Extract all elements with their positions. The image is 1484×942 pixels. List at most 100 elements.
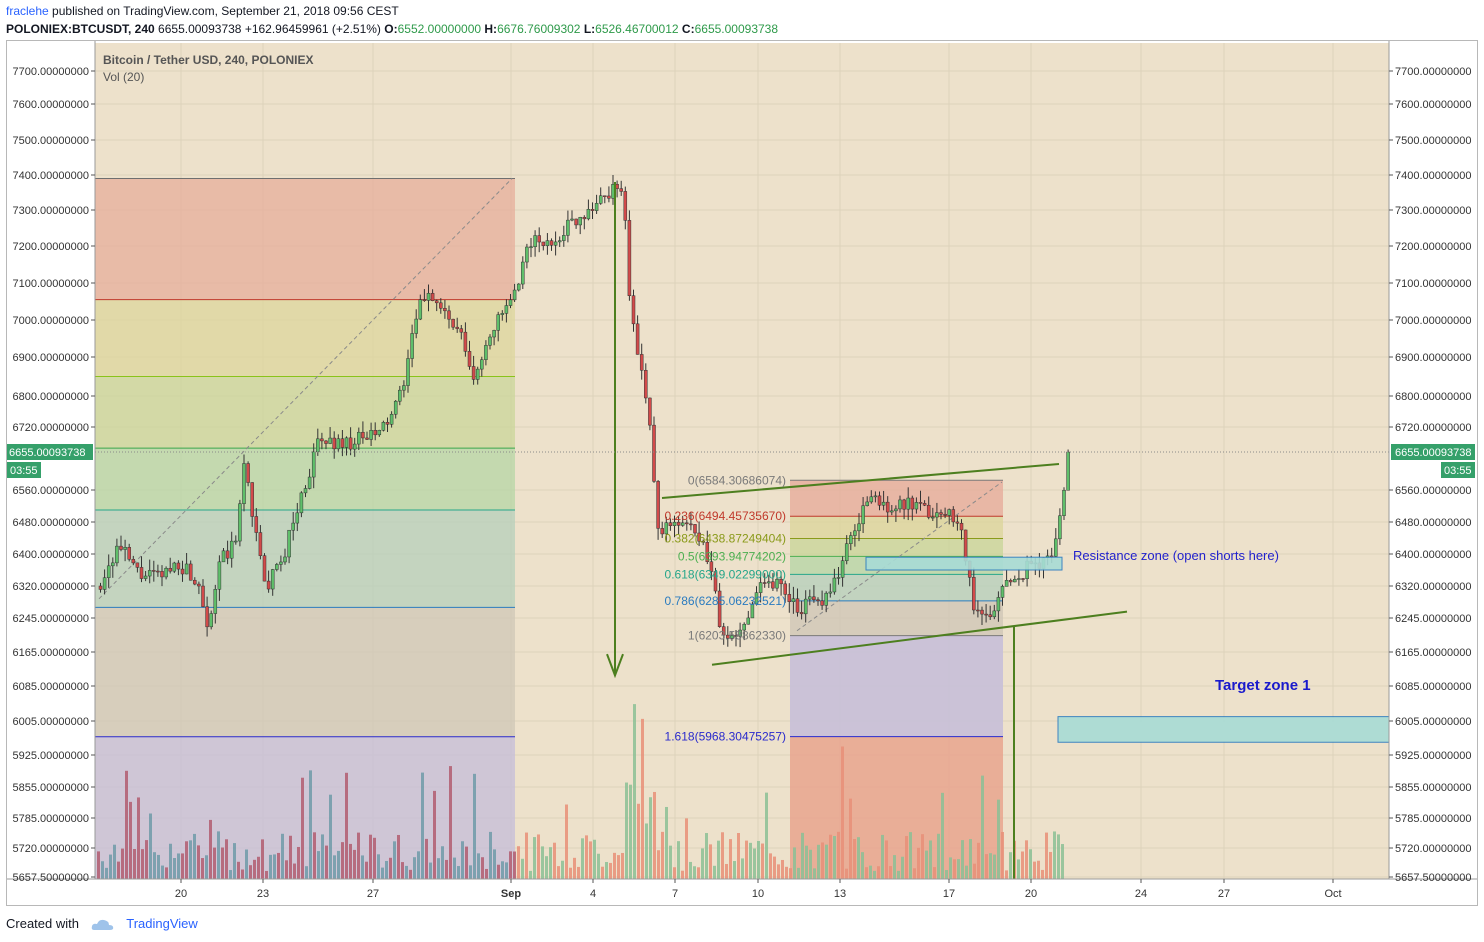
candle-body bbox=[180, 568, 185, 575]
volume-bar bbox=[1017, 859, 1020, 879]
left-countdown-badge bbox=[7, 462, 41, 478]
volume-bar bbox=[777, 864, 780, 879]
candle-body bbox=[217, 561, 222, 590]
volume-bar bbox=[577, 866, 580, 879]
volume-bar bbox=[861, 852, 864, 879]
volume-bar bbox=[825, 844, 828, 879]
left-price-tick-label: 7000.00000000 bbox=[13, 315, 89, 327]
candle-body bbox=[857, 523, 861, 532]
x-tick-label: 27 bbox=[367, 888, 379, 900]
candle-body bbox=[931, 516, 935, 519]
candle-body bbox=[496, 314, 500, 331]
volume-bar bbox=[613, 852, 616, 879]
volume-bar bbox=[1053, 831, 1056, 879]
volume-bar bbox=[957, 859, 960, 879]
volume-bar bbox=[741, 858, 744, 879]
volume-bar bbox=[981, 775, 984, 879]
candle-body bbox=[139, 567, 144, 579]
volume-bar bbox=[321, 834, 324, 879]
volume-bar bbox=[625, 782, 628, 879]
volume-bar bbox=[1029, 849, 1032, 879]
volume-bar bbox=[337, 850, 340, 879]
left-price-tick-label: 7500.00000000 bbox=[13, 135, 89, 147]
candle-body bbox=[894, 508, 898, 512]
symbol-ohlc-line: POLONIEX:BTCUSDT, 240 6655.00093738 +162… bbox=[6, 22, 778, 36]
candle-body bbox=[750, 603, 755, 619]
candle-body bbox=[340, 438, 345, 448]
candle-body bbox=[648, 397, 652, 426]
price-chart[interactable]: Resistance zone (open shorts here) Target… bbox=[7, 41, 1477, 905]
volume-bar bbox=[753, 848, 756, 879]
candle-body bbox=[492, 330, 496, 338]
candle-body bbox=[873, 495, 878, 498]
candle-body bbox=[926, 504, 931, 518]
candle-body bbox=[258, 532, 263, 556]
candle-body bbox=[578, 217, 582, 226]
volume-bar bbox=[649, 797, 652, 879]
candle-body bbox=[738, 629, 742, 637]
volume-bar bbox=[413, 857, 416, 879]
candle-body bbox=[832, 577, 837, 593]
right-price-tick-label: 7700.00000000 bbox=[1395, 66, 1471, 78]
volume-bar bbox=[917, 847, 920, 879]
candle-body bbox=[328, 437, 332, 444]
author-name[interactable]: fraclehe bbox=[6, 4, 49, 18]
volume-bar bbox=[1025, 840, 1028, 879]
candle-body bbox=[918, 502, 923, 504]
volume-bar bbox=[149, 813, 152, 879]
chart-frame[interactable]: Resistance zone (open shorts here) Target… bbox=[6, 40, 1478, 906]
candle-body bbox=[980, 609, 984, 615]
candle-body bbox=[541, 241, 546, 246]
candle-body bbox=[939, 512, 943, 515]
volume-bar bbox=[833, 836, 836, 879]
volume-bar bbox=[913, 868, 916, 879]
volume-bar bbox=[1001, 832, 1004, 879]
right-price-tick-label: 5720.00000000 bbox=[1395, 843, 1471, 855]
volume-bar bbox=[589, 841, 592, 879]
candle-body bbox=[996, 597, 1001, 612]
volume-bar bbox=[973, 863, 976, 879]
volume-bar bbox=[893, 855, 896, 879]
volume-bar bbox=[101, 861, 104, 879]
volume-bar bbox=[881, 834, 884, 879]
low-value: 6526.46700012 bbox=[595, 22, 679, 36]
volume-bar bbox=[945, 870, 948, 879]
candle-body bbox=[447, 310, 451, 320]
candle-body bbox=[439, 302, 443, 309]
volume-bar bbox=[865, 867, 868, 879]
candle-body bbox=[771, 581, 775, 589]
volume-bar bbox=[105, 867, 108, 879]
candle-body bbox=[984, 613, 988, 616]
volume-bar bbox=[285, 860, 288, 879]
candle-body bbox=[955, 521, 960, 524]
candle-body bbox=[119, 545, 123, 550]
candle-body bbox=[1058, 515, 1062, 540]
volume-bar bbox=[653, 791, 656, 879]
volume-bar bbox=[261, 839, 264, 879]
fib-level-label: 0(6584.30686074) bbox=[688, 473, 786, 487]
candle-body bbox=[607, 195, 611, 199]
candle-body bbox=[221, 550, 226, 563]
candle-body bbox=[783, 583, 787, 595]
volume-bar bbox=[985, 854, 988, 879]
fib-level-label: 0.382(6438.87249404) bbox=[665, 531, 786, 545]
candle-body bbox=[311, 451, 316, 478]
volume-bar bbox=[537, 834, 540, 879]
left-price-tick-label: 7400.00000000 bbox=[13, 170, 89, 182]
volume-bar bbox=[513, 851, 516, 879]
candle-body bbox=[803, 598, 808, 615]
candle-body bbox=[352, 443, 357, 450]
fib-level-label: 0.5(6393.94774202) bbox=[678, 549, 786, 563]
volume-bar bbox=[933, 867, 936, 879]
volume-bar bbox=[125, 770, 128, 879]
fib2-zone-6 bbox=[790, 600, 1003, 636]
volume-bar bbox=[793, 847, 796, 879]
right-price-tick-label: 6720.00000000 bbox=[1395, 422, 1471, 434]
candle-body bbox=[992, 610, 997, 618]
volume-bar bbox=[889, 866, 892, 879]
x-tick-label: 23 bbox=[257, 888, 269, 900]
volume-bar bbox=[925, 850, 928, 879]
tradingview-brand-link[interactable]: TradingView bbox=[126, 916, 198, 931]
right-price-tick-label: 6800.00000000 bbox=[1395, 391, 1471, 403]
right-price-tick-label: 6480.00000000 bbox=[1395, 517, 1471, 529]
